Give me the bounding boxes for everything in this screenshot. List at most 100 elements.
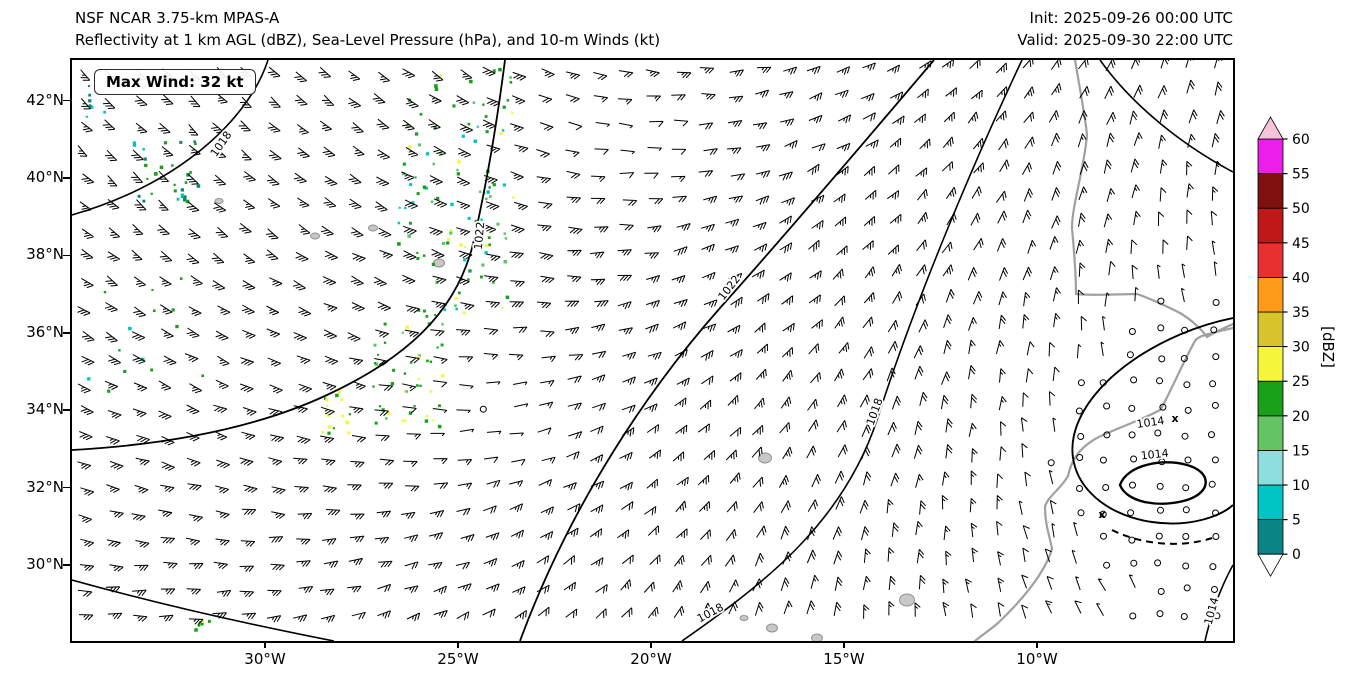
echo-pixel xyxy=(404,206,407,210)
echo-pixel xyxy=(439,74,442,77)
echo-pixel xyxy=(488,243,491,247)
echo-pixel xyxy=(348,413,351,416)
echo-pixel xyxy=(484,251,488,255)
calm-circle xyxy=(1182,533,1190,540)
calm-circle xyxy=(1157,324,1165,332)
echo-pixel xyxy=(85,115,88,118)
echo-pixel xyxy=(377,353,380,356)
echo-pixel xyxy=(159,165,164,170)
echo-pixel xyxy=(401,419,405,423)
calm-circle xyxy=(1129,481,1136,489)
echo-pixel xyxy=(401,331,404,334)
echo-pixel xyxy=(173,189,177,193)
calm-circle xyxy=(1128,328,1136,335)
calm-circle xyxy=(1128,404,1136,412)
echo-pixel xyxy=(446,241,450,245)
calm-circle xyxy=(1210,326,1218,334)
y-axis-tick-label: 36°N xyxy=(26,322,64,341)
echo-pixel xyxy=(390,382,395,386)
header-right: Init: 2025-09-26 00:00 UTC Valid: 2025-0… xyxy=(1017,7,1233,51)
calm-circle xyxy=(1100,532,1107,540)
colorbar-band xyxy=(1257,276,1284,313)
calm-circle xyxy=(1180,613,1188,620)
map-plot-area: 1018 1022 1022 1018 1014 1014 1018 1014 x x Max W… xyxy=(70,58,1235,643)
echo-pixel xyxy=(435,196,440,201)
x-axis-tick-label: 15°W xyxy=(823,650,865,668)
echo-pixel xyxy=(374,421,378,425)
calm-circle xyxy=(1076,454,1084,461)
colorbar-band xyxy=(1257,242,1284,278)
calm-circle xyxy=(1156,610,1164,618)
echo-pixel xyxy=(146,177,149,180)
echo-pixel xyxy=(185,199,190,204)
isobar-label: 1022 xyxy=(472,221,487,250)
island xyxy=(758,452,772,464)
echo-pixel xyxy=(88,93,92,97)
echo-pixel xyxy=(416,192,420,196)
echo-pixel xyxy=(103,291,107,294)
echo-pixel xyxy=(454,296,458,300)
calm-circle xyxy=(1126,351,1134,359)
y-axis-tick-mark xyxy=(63,254,70,257)
x-axis-tick-label: 30°W xyxy=(244,650,286,668)
calm-circle xyxy=(479,405,487,413)
x-axis-tick-mark xyxy=(843,641,845,648)
echo-pixel xyxy=(417,308,421,312)
echo-pixel xyxy=(416,251,419,254)
echo-pixel xyxy=(325,404,328,407)
echo-pixel xyxy=(405,390,408,393)
echo-pixel xyxy=(424,419,429,423)
echo-pixel xyxy=(458,291,461,295)
echo-pixel xyxy=(88,85,90,88)
coastline xyxy=(1070,60,1233,339)
isobar-label: 1018 xyxy=(864,396,886,427)
x-axis-tick-label: 25°W xyxy=(437,650,479,668)
colorbar-band xyxy=(1257,346,1284,382)
echo-pixel xyxy=(408,411,413,415)
colorbar-band xyxy=(1257,173,1284,209)
echo-pixel xyxy=(438,404,441,408)
echo-pixel xyxy=(392,368,396,372)
echo-pixel xyxy=(422,185,427,189)
echo-pixel xyxy=(137,194,141,198)
echo-pixel xyxy=(503,260,507,264)
echo-pixel xyxy=(424,186,428,190)
echo-pixel xyxy=(201,619,205,623)
reflectivity-echoes xyxy=(85,67,515,632)
isobar-contour xyxy=(519,60,935,641)
echo-pixel xyxy=(386,411,391,415)
echo-pixel xyxy=(509,76,512,79)
colorbar-band xyxy=(1257,415,1284,451)
echo-pixel xyxy=(180,188,184,192)
echo-pixel xyxy=(88,99,92,103)
calm-circle xyxy=(1180,355,1188,362)
echo-pixel xyxy=(511,111,514,114)
echo-pixel xyxy=(409,361,413,365)
echo-pixel xyxy=(492,183,496,187)
echo-pixel xyxy=(417,377,420,381)
echo-pixel xyxy=(464,246,467,249)
echo-pixel xyxy=(196,184,201,188)
calm-circle xyxy=(1209,563,1217,571)
calm-circle xyxy=(1156,482,1164,490)
calm-circle xyxy=(1077,433,1085,440)
echo-pixel xyxy=(447,237,451,241)
y-axis-tick-label: 38°N xyxy=(26,245,64,264)
calm-circle xyxy=(1127,509,1135,517)
echo-pixel xyxy=(467,216,471,220)
echo-pixel xyxy=(409,221,412,225)
echo-pixel xyxy=(434,87,439,91)
x-axis-tick-mark xyxy=(264,641,266,648)
model-title: NSF NCAR 3.75-km MPAS-A xyxy=(75,9,280,27)
colorbar-tick-label: 20 xyxy=(1292,409,1310,425)
echo-pixel xyxy=(449,229,453,232)
isobar-contour xyxy=(1111,529,1213,545)
island xyxy=(811,633,823,641)
echo-pixel xyxy=(398,206,401,209)
echo-pixel xyxy=(487,236,491,240)
colorbar-tick-label: 0 xyxy=(1292,547,1301,563)
isobar-contour xyxy=(1118,461,1207,505)
colorbar-tick-label: 25 xyxy=(1292,374,1310,390)
echo-pixel xyxy=(144,163,148,168)
calm-circle xyxy=(1212,533,1220,540)
